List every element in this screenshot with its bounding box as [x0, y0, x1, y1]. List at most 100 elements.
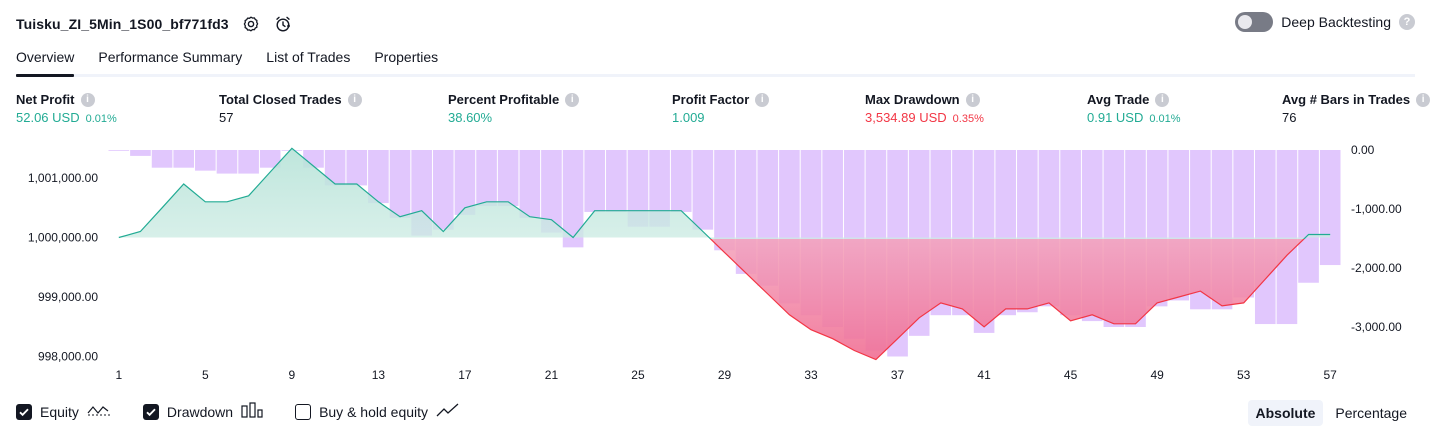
- equity-line-icon: [87, 403, 111, 420]
- drawdown-checkbox[interactable]: [142, 403, 159, 420]
- drawdown-bar: [692, 150, 714, 230]
- drawdown-bars-icon: [241, 402, 263, 421]
- strategy-title: Tuisku_ZI_5Min_1S00_bf771fd3: [16, 16, 229, 32]
- deep-backtesting-toggle[interactable]: [1235, 12, 1274, 32]
- drawdown-bar: [151, 150, 173, 168]
- drawdown-bar: [238, 150, 259, 174]
- drawdown-bar: [714, 150, 735, 251]
- drawdown-bar: [562, 150, 584, 248]
- stat-label: Profit Factor: [672, 92, 750, 107]
- info-icon[interactable]: i: [565, 92, 580, 107]
- drawdown-bar: [368, 150, 389, 204]
- left-tick-label: 1,000,000.00: [28, 231, 98, 245]
- drawdown-bar: [1298, 150, 1319, 283]
- legend-drawdown[interactable]: Drawdown: [142, 402, 263, 421]
- drawdown-bar: [454, 150, 476, 215]
- right-axis: 0.00 -1,000.00 -2,000.00 -3,000.00: [1351, 143, 1402, 334]
- drawdown-bar: [476, 150, 497, 207]
- drawdown-bar: [1276, 150, 1298, 325]
- buy-hold-checkbox[interactable]: [295, 403, 312, 420]
- x-tick-label: 21: [545, 368, 559, 382]
- info-icon[interactable]: i: [755, 92, 770, 107]
- drawdown-bar: [195, 150, 216, 171]
- x-tick-label: 41: [977, 368, 991, 382]
- drawdown-bar: [1319, 150, 1341, 266]
- stat-label: Percent Profitable: [448, 92, 560, 107]
- stat-value: 3,534.89 USD: [865, 110, 947, 125]
- gear-icon[interactable]: [241, 14, 261, 34]
- equity-series: [118, 147, 1331, 361]
- drawdown-bar: [1254, 150, 1276, 325]
- stat-value: 52.06 USD: [16, 110, 80, 125]
- stat-value: 57: [219, 110, 234, 125]
- info-icon[interactable]: i: [347, 92, 362, 107]
- absolute-button[interactable]: Absolute: [1247, 400, 1324, 426]
- stat-avg-trade: Avg Trade i 0.91 USD 0.01%: [1087, 92, 1181, 125]
- drawdown-bar: [389, 150, 411, 218]
- tab-overview[interactable]: Overview: [16, 46, 75, 77]
- toggle-knob: [1238, 15, 1253, 29]
- scale-mode-switch: Absolute Percentage: [1247, 400, 1416, 426]
- x-tick-label: 25: [631, 368, 645, 382]
- equity-drawdown-chart[interactable]: 1,001,000.00 1,000,000.00 999,000.00 998,00…: [0, 140, 1431, 398]
- info-icon[interactable]: i: [965, 92, 980, 107]
- drawdown-bar: [432, 150, 454, 230]
- legend-equity[interactable]: Equity: [16, 403, 111, 420]
- stat-value: 76: [1282, 110, 1297, 125]
- drawdown-bar: [497, 150, 519, 207]
- stat-value: 1.009: [672, 110, 705, 125]
- info-icon[interactable]: i: [80, 92, 95, 107]
- left-tick-label: 1,001,000.00: [28, 171, 98, 185]
- tab-properties[interactable]: Properties: [374, 49, 439, 65]
- equity-loss-area: [710, 239, 1304, 360]
- chart-legend: Equity Drawdown Buy & hold equity: [16, 402, 492, 421]
- x-tick-label: 45: [1064, 368, 1078, 382]
- info-icon[interactable]: i: [1155, 92, 1170, 107]
- tab-list-of-trades[interactable]: List of Trades: [266, 49, 351, 65]
- x-tick-label: 53: [1237, 368, 1251, 382]
- help-icon[interactable]: ?: [1399, 14, 1415, 30]
- equity-line-up: [118, 147, 1331, 239]
- info-icon[interactable]: i: [1416, 92, 1431, 107]
- drawdown-bar: [173, 150, 195, 168]
- x-tick-label: 57: [1324, 368, 1338, 382]
- stat-label: Max Drawdown: [865, 92, 960, 107]
- x-tick-label: 9: [289, 368, 296, 382]
- strategy-header: Tuisku_ZI_5Min_1S00_bf771fd3: [16, 12, 293, 36]
- stat-percent: 0.01%: [1149, 113, 1181, 125]
- stat-max-drawdown: Max Drawdown i 3,534.89 USD 0.35%: [865, 92, 984, 125]
- x-tick-label: 49: [1150, 368, 1164, 382]
- x-tick-label: 37: [891, 368, 905, 382]
- legend-buy-hold[interactable]: Buy & hold equity: [295, 402, 460, 421]
- stat-label: Net Profit: [16, 92, 75, 107]
- stat-total-closed-trades: Total Closed Trades i 57: [219, 92, 362, 125]
- equity-line-down: [709, 239, 1305, 361]
- stats-row: Net Profit i 52.06 USD 0.01% Total Closed …: [0, 92, 1431, 132]
- drawdown-bar: [584, 150, 606, 212]
- drawdown-bar: [649, 150, 670, 227]
- right-tick-label: -3,000.00: [1351, 320, 1402, 334]
- stat-net-profit: Net Profit i 52.06 USD 0.01%: [16, 92, 117, 125]
- stat-percent: 0.35%: [952, 113, 984, 125]
- x-tick-label: 5: [202, 368, 209, 382]
- x-tick-label: 13: [372, 368, 386, 382]
- drawdown-bar: [324, 150, 346, 186]
- right-tick-label: -1,000.00: [1351, 202, 1402, 216]
- legend-label: Drawdown: [166, 403, 234, 420]
- equity-profit-area: [118, 148, 1331, 239]
- stat-value: 38.60%: [448, 110, 493, 125]
- stat-avg-bars: Avg # Bars in Trades i 76: [1282, 92, 1431, 125]
- drawdown-bar: [346, 150, 368, 186]
- stat-label: Avg Trade: [1087, 92, 1150, 107]
- equity-checkbox[interactable]: [16, 403, 32, 420]
- drawdown-bar: [519, 150, 541, 218]
- tab-performance-summary[interactable]: Performance Summary: [98, 49, 243, 65]
- left-tick-label: 999,000.00: [38, 290, 98, 304]
- stat-label: Avg # Bars in Trades: [1282, 92, 1411, 107]
- drawdown-bar: [216, 150, 238, 174]
- drawdown-bar: [259, 150, 281, 168]
- left-axis: 1,001,000.00 1,000,000.00 999,000.00 998,00…: [28, 171, 98, 364]
- alarm-clock-icon[interactable]: [273, 14, 293, 34]
- deep-backtesting-label: Deep Backtesting: [1281, 14, 1391, 30]
- percentage-button[interactable]: Percentage: [1335, 405, 1407, 421]
